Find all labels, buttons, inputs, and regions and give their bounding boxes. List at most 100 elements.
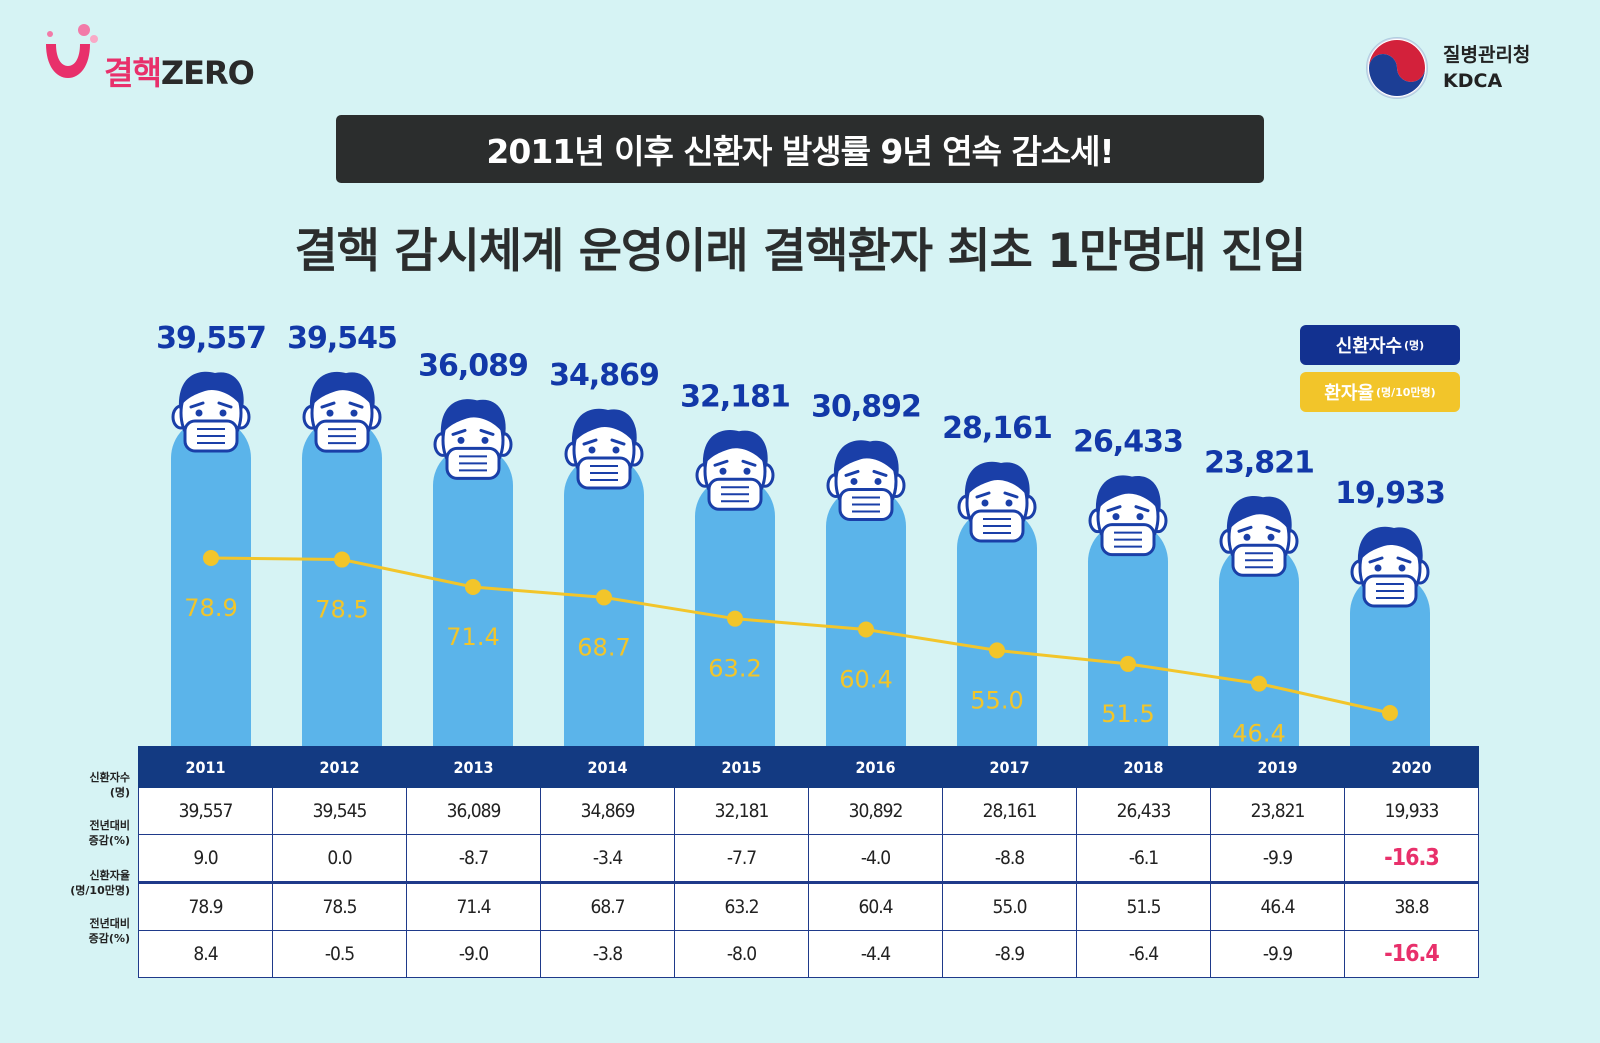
table-cell: 23,821 — [1210, 787, 1345, 835]
table-cell: 26,433 — [1076, 787, 1211, 835]
logo-zero: ZERO — [160, 54, 255, 92]
table-cell: -8.7 — [406, 834, 541, 883]
eye-right — [350, 409, 358, 417]
row-label-count-change: 전년대비 증감(%) — [48, 818, 130, 848]
patient-column: 39,545 — [287, 321, 398, 746]
rate-line — [210, 556, 1391, 715]
count-bar — [302, 418, 382, 746]
table-cell: 19,933 — [1344, 787, 1479, 835]
year-header: 2014 — [540, 746, 675, 788]
legend-count-label: 신환자수 — [1335, 336, 1403, 357]
eye-left — [719, 467, 727, 475]
eye-left — [1112, 513, 1120, 521]
eye-right — [481, 436, 489, 444]
eye-right — [1267, 533, 1275, 541]
hair — [1095, 475, 1161, 513]
data-table: 2011 2012 2013 2014 2015 2016 2017 2018 2019 2020… — [138, 746, 1479, 978]
table-cell: -8.0 — [674, 930, 809, 978]
table-cell: 34,869 — [540, 787, 675, 835]
taegeuk-emblem-icon — [1366, 37, 1428, 99]
table-cell: 51.5 — [1076, 881, 1211, 931]
table-cell: 30,892 — [808, 787, 943, 835]
row-label-rate: 신환자율 (명/10만명) — [48, 868, 130, 898]
legend-count-unit: (명) — [1404, 339, 1425, 352]
count-data-label: 23,821 — [1204, 445, 1314, 480]
year-header: 2016 — [808, 746, 943, 788]
rate-point — [1120, 655, 1136, 672]
eye-right — [874, 477, 882, 485]
row-label-new-patients: 신환자수 (명) — [48, 770, 130, 800]
row-label-line2: 증감(%) — [88, 932, 130, 945]
rate-point — [465, 578, 481, 595]
eyebrow-right — [610, 438, 626, 446]
patient-column: 39,557 — [156, 321, 267, 746]
eyebrow-right — [1265, 525, 1281, 533]
rate-point — [1382, 705, 1398, 721]
eyebrow-left — [451, 428, 467, 436]
hair — [1357, 526, 1423, 564]
row-label-line2: (명) — [109, 786, 130, 799]
rate-point — [1251, 675, 1267, 692]
rate-data-label: 63.2 — [708, 655, 761, 683]
patient-column: 32,181 — [680, 379, 791, 746]
eyebrow-left — [713, 459, 729, 467]
count-bar — [171, 418, 251, 746]
eye-left — [850, 477, 858, 485]
table-cell: -16.4 — [1344, 930, 1479, 978]
count-data-label: 34,869 — [549, 358, 659, 393]
count-bar — [433, 445, 513, 746]
rate-point — [334, 551, 350, 568]
table-cell: -16.3 — [1344, 834, 1479, 883]
count-data-label: 39,557 — [156, 321, 266, 356]
year-header: 2018 — [1076, 746, 1211, 788]
table-header-row: 2011 2012 2013 2014 2015 2016 2017 2018 2019 2020 — [138, 746, 1479, 788]
table-cell: 71.4 — [406, 881, 541, 931]
tb-chart: 39,557 39,545 36,089 34,869 32,181 30,892 28,1… — [156, 321, 1446, 746]
table-cell: 32,181 — [674, 787, 809, 835]
eye-left — [195, 409, 203, 417]
table-row: 9.0 0.0 -8.7 -3.4 -7.7 -4.0 -8.8 -6.1 -9.9 -16.3 — [138, 834, 1479, 883]
legend-rate-unit: (명/10만명) — [1375, 386, 1436, 399]
eyebrow-right — [872, 469, 888, 477]
rate-point — [596, 589, 612, 606]
count-data-label: 36,089 — [418, 348, 528, 383]
table-cell: 36,089 — [406, 787, 541, 835]
hair — [702, 430, 768, 468]
eyebrow-right — [1134, 505, 1150, 513]
table-cell: -3.8 — [540, 930, 675, 978]
table-cell: 39,557 — [138, 787, 273, 835]
tb-zero-logo-text: 결핵ZERO — [104, 48, 255, 94]
eyebrow-left — [1237, 525, 1253, 533]
kdca-korean-name: 질병관리청 — [1443, 44, 1531, 66]
year-header: 2013 — [406, 746, 541, 788]
row-label-line2: 증감(%) — [88, 834, 130, 847]
table-cell: 39,545 — [272, 787, 407, 835]
legend-incidence-rate: 환자율 (명/10만명) — [1300, 372, 1460, 412]
table-cell: -9.9 — [1210, 930, 1345, 978]
year-header: 2015 — [674, 746, 809, 788]
count-data-label: 26,433 — [1073, 425, 1183, 460]
hair — [309, 371, 375, 410]
table-cell: 60.4 — [808, 881, 943, 931]
table-cell: -6.1 — [1076, 834, 1211, 883]
page-title: 결핵 감시체계 운영이래 결핵환자 최초 1만명대 진입 — [294, 224, 1307, 279]
rate-data-label: 60.4 — [839, 666, 892, 694]
eye-left — [588, 446, 596, 454]
table-cell: -9.0 — [406, 930, 541, 978]
legend-rate-label: 환자율 — [1324, 383, 1374, 404]
year-header: 2011 — [138, 746, 273, 788]
patient-column: 30,892 — [811, 389, 922, 746]
row-label-line1: 전년대비 — [89, 819, 130, 832]
count-data-label: 28,161 — [942, 411, 1052, 446]
table-cell: 28,161 — [942, 787, 1077, 835]
year-header: 2019 — [1210, 746, 1345, 788]
table-cell: -7.7 — [674, 834, 809, 883]
table-cell: 8.4 — [138, 930, 273, 978]
eyebrow-left — [189, 401, 205, 409]
rate-data-label: 55.0 — [970, 686, 1023, 714]
table-cell: 68.7 — [540, 881, 675, 931]
year-header: 2017 — [942, 746, 1077, 788]
row-label-line1: 신환자율 — [89, 869, 130, 882]
table-cell: -4.0 — [808, 834, 943, 883]
headline-banner: 2011년 이후 신환자 발생률 9년 연속 감소세! — [336, 115, 1264, 183]
